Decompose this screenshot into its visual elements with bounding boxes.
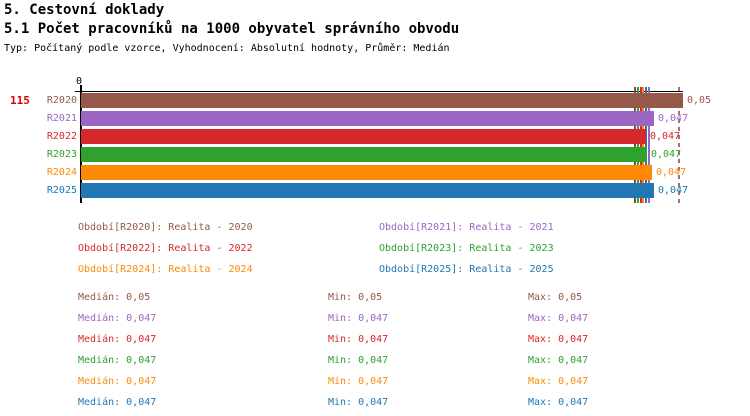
bar-value-label: 0,047 [656,167,687,178]
stat-median-R2021: Medián: 0,047 [78,313,157,324]
stat-min-R2024: Min: 0,047 [328,376,389,387]
chart-title: 5.1 Počet pracovníků na 1000 obyvatel sp… [4,21,460,37]
marker-line [645,87,647,203]
marker-line [648,87,650,203]
row-indicator: 115 [10,94,30,107]
marker-line [637,87,639,203]
bar-category-label: R2022 [46,131,77,142]
marker-line [634,87,636,203]
bar-category-label: R2020 [46,95,77,106]
chart-meta-line: Typ: Počítaný podle vzorce, Vyhodnocení:… [4,43,450,54]
bar-value-label: 0,047 [651,149,682,160]
bar-value-label: 0,05 [687,95,712,106]
page-title: 5. Cestovní doklady [4,2,165,18]
stat-min-R2025: Min: 0,047 [328,397,389,408]
legend-item-R2020: Období[R2020]: Realita - 2020 [78,222,253,233]
stat-median-R2022: Medián: 0,047 [78,334,157,345]
stat-median-R2020: Medián: 0,05 [78,292,151,303]
legend-item-R2022: Období[R2022]: Realita - 2022 [78,243,253,254]
marker-line [642,87,644,203]
stat-max-R2024: Max: 0,047 [528,376,589,387]
stat-min-R2023: Min: 0,047 [328,355,389,366]
legend-item-R2025: Období[R2025]: Realita - 2025 [379,264,554,275]
bar-value-label: 0,047 [658,185,689,196]
bar-R2020 [81,93,683,108]
bar-value-label: 0,047 [650,131,681,142]
bar-R2025 [81,183,654,198]
marker-line [640,87,642,203]
stat-max-R2023: Max: 0,047 [528,355,589,366]
axis-origin-label: 0 [76,76,83,87]
legend-item-R2023: Období[R2023]: Realita - 2023 [379,243,554,254]
value-axis-line [80,85,82,203]
bar-R2021 [81,111,654,126]
stat-max-R2021: Max: 0,047 [528,313,589,324]
bar-R2023 [81,147,647,162]
bar-value-label: 0,047 [658,113,689,124]
legend-item-R2021: Období[R2021]: Realita - 2021 [379,222,554,233]
bar-category-label: R2021 [46,113,77,124]
plot-top-border [75,91,683,92]
bar-category-label: R2023 [46,149,77,160]
stat-max-R2025: Max: 0,047 [528,397,589,408]
legend-item-R2024: Období[R2024]: Realita - 2024 [78,264,253,275]
bar-R2024 [81,165,652,180]
stat-min-R2022: Min: 0,047 [328,334,389,345]
stat-min-R2020: Min: 0,05 [328,292,383,303]
bar-category-label: R2024 [46,167,77,178]
stat-min-R2021: Min: 0,047 [328,313,389,324]
bar-R2022 [81,129,646,144]
stat-median-R2024: Medián: 0,047 [78,376,157,387]
stat-median-R2025: Medián: 0,047 [78,397,157,408]
stat-median-R2023: Medián: 0,047 [78,355,157,366]
stat-max-R2022: Max: 0,047 [528,334,589,345]
bar-category-label: R2025 [46,185,77,196]
marker-line [678,87,680,203]
stat-max-R2020: Max: 0,05 [528,292,583,303]
